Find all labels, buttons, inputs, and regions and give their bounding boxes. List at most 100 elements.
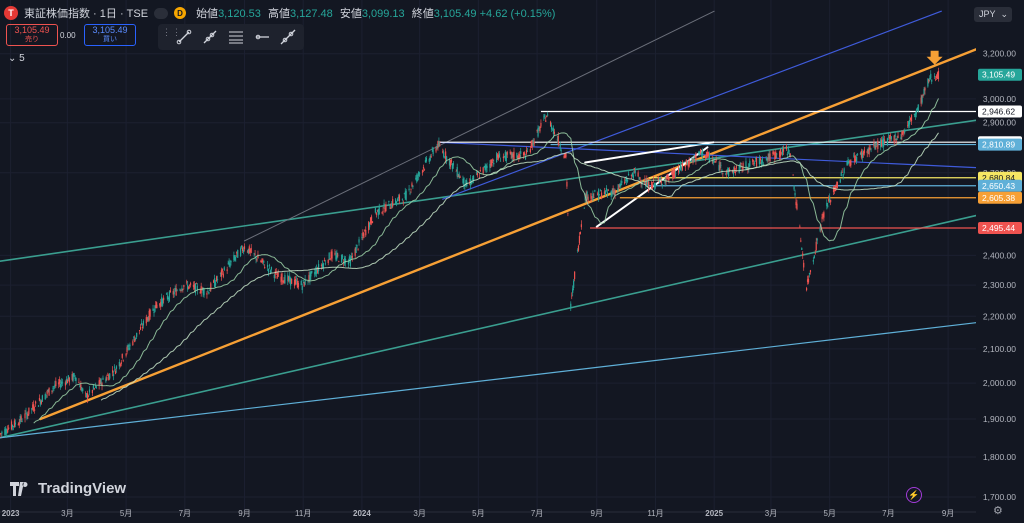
candle-body [893,135,895,143]
candle-body [922,94,924,96]
tradingview-logo[interactable]: TradingView [10,480,126,497]
candle-body [213,280,215,283]
candle-body [560,150,562,152]
candle-body [374,208,376,213]
candle-body [199,292,201,294]
candle-body [626,179,629,182]
candle-body [483,166,485,167]
candle-body [253,253,255,254]
candle-body [168,291,171,301]
candle-body [910,115,913,122]
candle-body [556,139,558,141]
trend-line-tool-icon[interactable] [174,27,194,47]
candle-body [85,392,87,394]
candle-body [109,373,111,379]
lightning-icon[interactable]: ⚡ [906,487,922,503]
candle-body [829,196,831,203]
candle-body [186,281,188,283]
candle-body [392,199,394,207]
drag-handle-icon[interactable]: ⋮⋮ [162,27,182,37]
candle-body [410,189,412,190]
candle-body [262,258,264,262]
candle-body [934,79,937,81]
candle-body [206,292,208,295]
candle-body [275,271,277,272]
candle-body [812,260,814,262]
candle-body [543,116,545,118]
candle-body [866,150,868,154]
candle-body [153,311,155,314]
candle-body [445,151,447,160]
ray-tool-icon[interactable] [200,27,220,47]
y-tick-label: 2,300.00 [983,280,1016,290]
x-tick-label: 5月 [823,509,835,518]
candle-body [661,183,663,186]
candle-body [653,183,656,188]
candle-body [284,275,286,284]
candle-body [133,336,135,338]
extended-line-icon[interactable] [278,27,298,47]
candle-body [398,195,401,202]
candle-body [17,424,19,426]
candle-body [706,151,709,157]
gear-icon[interactable]: ⚙ [993,505,1003,517]
candle-body [695,153,697,162]
candle-body [496,153,498,163]
candle-body [854,155,856,162]
candle-body [362,232,364,237]
candle-body [472,175,475,181]
candle-body [937,70,940,80]
candle-body [678,171,681,173]
candle-body [165,293,168,295]
sell-button[interactable]: 3,105.49 売り [6,24,58,46]
candle-body [533,141,535,144]
candle-body [935,75,938,79]
candle-body [567,213,569,214]
candle-body [423,168,426,170]
candle-body [686,163,688,165]
candle-body [343,257,346,265]
candle-body [52,388,54,389]
candle-body [490,159,492,166]
candle-body [610,190,612,197]
chevron-down-icon: ⌄ [8,53,17,64]
candle-body [113,366,116,368]
candle-body [282,280,284,283]
level-price-label: 2,680.84 [982,173,1015,183]
indicators-toggle[interactable]: ⌄ 5 [8,53,25,64]
horizontal-lines-icon[interactable] [226,27,246,47]
candle-body [478,176,480,178]
candle-body [895,139,897,143]
candle-body [813,255,815,259]
sell-label: 売り [25,36,39,43]
symbol-title[interactable]: 東証株価指数 · 1日 · TSE [24,8,149,20]
candle-body [499,161,502,162]
candle-body [216,279,219,281]
buy-button[interactable]: 3,105.49 買い [84,24,136,46]
last-price-tag [978,68,1022,81]
horizontal-ray-icon[interactable] [252,27,272,47]
candle-body [207,290,209,292]
candle-body [331,251,333,259]
indicator-count: 5 [19,53,25,64]
trend-line-blue-channel [442,10,942,200]
candle-body [693,157,695,160]
candle-body [455,171,457,172]
candle-body [38,397,41,401]
candle-body [920,97,922,104]
currency-select[interactable]: JPY ⌄ [974,7,1012,22]
candle-body [726,172,728,174]
candle-body [890,136,892,140]
candle-body [425,157,427,162]
candle-body [821,217,823,219]
candle-body [268,265,271,266]
candle-body [545,120,547,122]
candle-body [828,199,830,202]
candle-body [136,332,138,337]
candle-body [47,390,49,392]
toggle-icon[interactable] [154,7,169,19]
candle-body [758,157,761,165]
candle-body [79,385,81,388]
candle-body [497,154,499,158]
